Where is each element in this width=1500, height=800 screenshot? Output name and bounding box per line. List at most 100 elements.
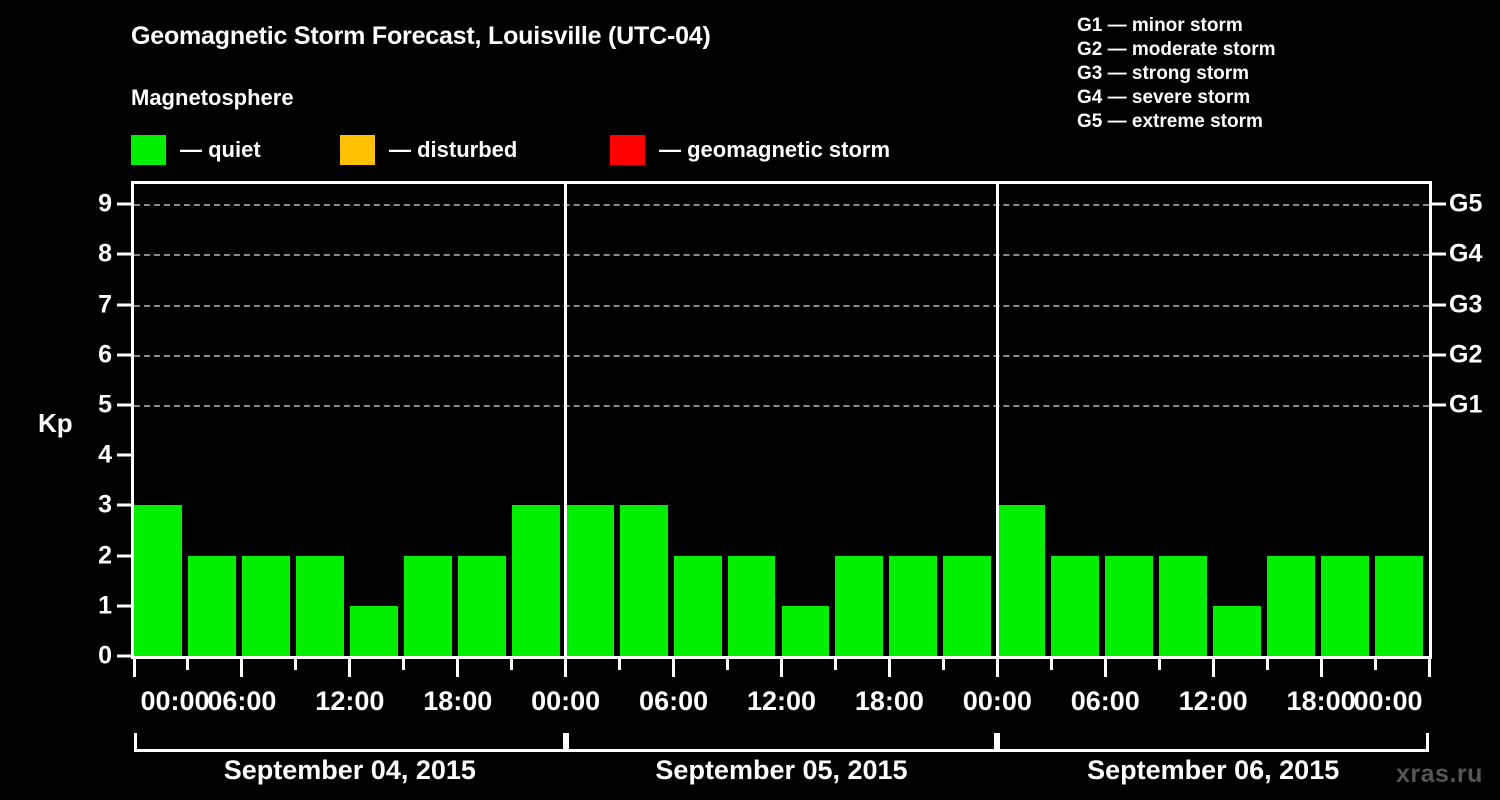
gridline-kp-9 [134, 204, 1429, 207]
g-tick-mark [1432, 252, 1446, 256]
kp-bar [997, 505, 1046, 656]
x-tick-label: 12:00 [746, 686, 817, 716]
x-tick-mark-major [456, 659, 460, 677]
legend-item-disturbed: — disturbed [340, 133, 517, 167]
kp-bar [673, 555, 722, 656]
x-tick-mark-major [1103, 659, 1107, 677]
y-tick-label-3: 3 [98, 490, 112, 519]
magnetosphere-subtitle: Magnetosphere [131, 85, 294, 110]
x-tick-mark-major [132, 659, 136, 677]
gridline-kp-8 [134, 254, 1429, 257]
x-tick-mark-major [887, 659, 891, 677]
kp-bar [1159, 555, 1208, 656]
x-tick-mark-minor [941, 659, 945, 670]
y-tick-mark [117, 303, 131, 306]
g-tick-label-G2: G2 [1449, 340, 1483, 369]
g-tick-mark [1432, 353, 1446, 357]
legend-label-quiet: — quiet [180, 137, 261, 162]
gridline-kp-5 [134, 404, 1429, 407]
kp-bar [835, 555, 884, 656]
g-tick-label-G4: G4 [1449, 239, 1483, 268]
y-tick-label-7: 7 [98, 290, 112, 318]
watermark: xras.ru [1396, 760, 1483, 788]
x-tick-mark-major [240, 659, 244, 677]
x-tick-mark-minor [1157, 659, 1161, 670]
kp-bar [889, 555, 938, 656]
g-legend-row-4: G4 — severe storm [1077, 87, 1251, 108]
g-legend-row-1: G1 — minor storm [1077, 15, 1243, 36]
x-tick-mark-minor [186, 659, 190, 670]
x-tick-mark-minor [833, 659, 837, 670]
day-bracket-3 [997, 733, 1429, 752]
x-tick-mark-major [780, 659, 783, 677]
x-tick-label: 00:00 [531, 686, 601, 716]
g-tick-label-G5: G5 [1449, 189, 1483, 218]
orange-swatch [340, 135, 375, 165]
day-label-1: September 04, 2015 [223, 755, 476, 785]
kp-bar [1051, 555, 1100, 656]
kp-bar [187, 555, 236, 656]
x-tick-mark-minor [1373, 659, 1377, 670]
day-bracket-1 [134, 733, 566, 752]
x-tick-label: 06:00 [207, 686, 277, 716]
day-divider-1 [564, 184, 568, 656]
kp-bar [349, 605, 398, 656]
x-tick-label: 00:00 [140, 686, 210, 716]
kp-bar [565, 505, 614, 656]
x-tick-mark-major [1427, 659, 1431, 677]
y-axis-title: Kp [38, 408, 73, 438]
kp-bar [943, 555, 992, 656]
legend-item-geomagnetic-storm: — geomagnetic storm [610, 133, 890, 167]
y-tick-label-4: 4 [98, 440, 112, 469]
y-tick-label-5: 5 [98, 390, 112, 419]
day-label-3: September 06, 2015 [1087, 755, 1340, 785]
day-divider-2 [995, 184, 999, 656]
x-tick-mark-major [672, 659, 676, 677]
red-swatch [610, 135, 645, 165]
kp-bar [295, 555, 344, 656]
x-tick-label: 18:00 [423, 686, 493, 716]
x-tick-mark-major [348, 659, 352, 677]
legend-item-quiet: — quiet [131, 133, 261, 167]
y-tick-label-8: 8 [98, 239, 112, 268]
g-legend-row-3: G3 — strong storm [1077, 63, 1250, 84]
y-tick-mark [117, 654, 131, 658]
y-tick-mark [117, 202, 131, 206]
g-legend-row-2: G2 — moderate storm [1077, 39, 1276, 60]
x-tick-label: 12:00 [1178, 686, 1248, 716]
kp-bar [457, 555, 506, 656]
kp-bar [511, 505, 560, 656]
y-tick-mark [117, 604, 131, 608]
x-tick-mark-minor [726, 659, 730, 670]
x-tick-label: 12:00 [315, 686, 385, 716]
kp-bar [241, 555, 290, 656]
kp-bar [134, 505, 182, 656]
x-tick-mark-major [995, 659, 999, 677]
x-tick-mark-minor [1265, 659, 1269, 670]
x-tick-label: 06:00 [639, 686, 709, 716]
kp-bar [403, 555, 452, 656]
y-tick-mark [117, 554, 131, 558]
x-tick-label: 18:00 [1286, 686, 1356, 716]
g-tick-label-G3: G3 [1449, 290, 1483, 318]
green-swatch [131, 135, 166, 165]
g-tick-mark [1432, 403, 1446, 407]
gridlines [134, 184, 1429, 656]
x-tick-mark-major [564, 659, 568, 677]
g-tick-label-G1: G1 [1449, 390, 1483, 419]
plot-area [131, 181, 1432, 659]
kp-bar [727, 555, 776, 656]
day-dividers [134, 184, 1429, 656]
g-scale-legend: G1 — minor storm G2 — moderate storm G3 — … [1077, 14, 1276, 134]
kp-bar [1267, 555, 1316, 656]
x-tick-mark-minor [618, 659, 622, 670]
kp-bar [1213, 605, 1262, 656]
bars-container [134, 184, 1429, 656]
gridline-kp-6 [134, 354, 1429, 357]
g-tick-mark [1432, 202, 1446, 206]
legend-label-disturbed: — disturbed [389, 137, 518, 162]
x-tick-mark-minor [402, 659, 406, 670]
x-tick-label: 18:00 [854, 686, 924, 716]
x-tick-mark-major [1211, 659, 1215, 677]
kp-bar [1321, 555, 1370, 656]
